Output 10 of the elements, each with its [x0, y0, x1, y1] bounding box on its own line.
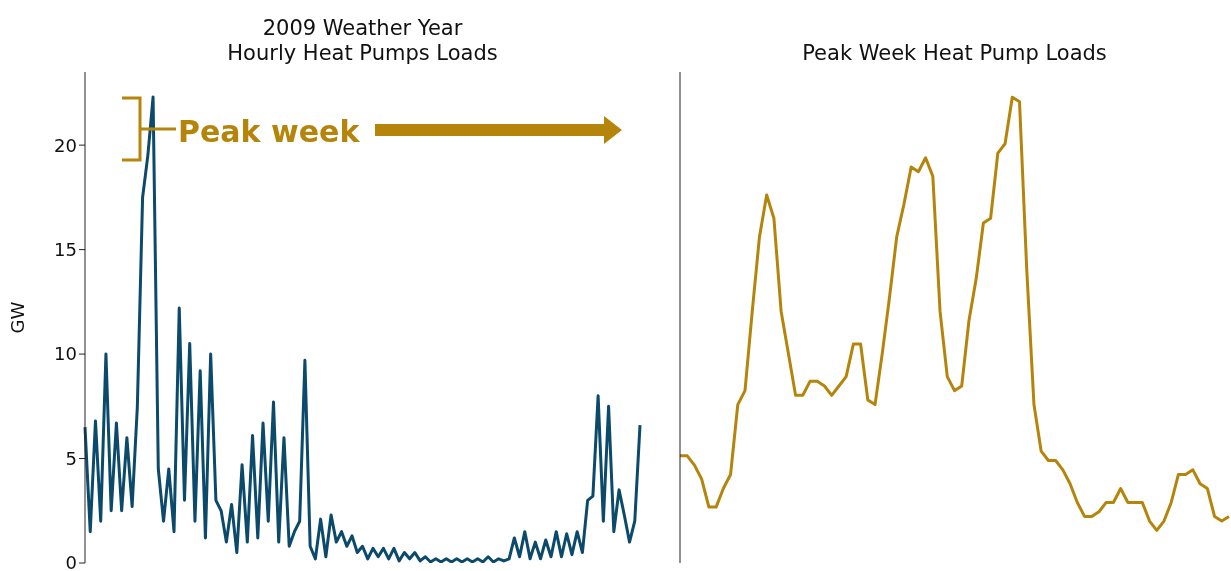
- chart-title: 2009 Weather Year Hourly Heat Pumps Loads: [226, 16, 499, 66]
- chart-title: Peak Week Heat Pump Loads: [801, 41, 1108, 66]
- y-tick-label: 5: [65, 447, 77, 469]
- y-axis-title: GW: [7, 301, 29, 334]
- y-tick-label: 20: [54, 134, 77, 156]
- y-tick-label: 0: [65, 552, 77, 571]
- annotation: Peak week: [178, 114, 361, 149]
- y-tick-label: 10: [54, 343, 77, 365]
- y-tick-label: 15: [54, 238, 77, 260]
- line-series: [83, 95, 642, 563]
